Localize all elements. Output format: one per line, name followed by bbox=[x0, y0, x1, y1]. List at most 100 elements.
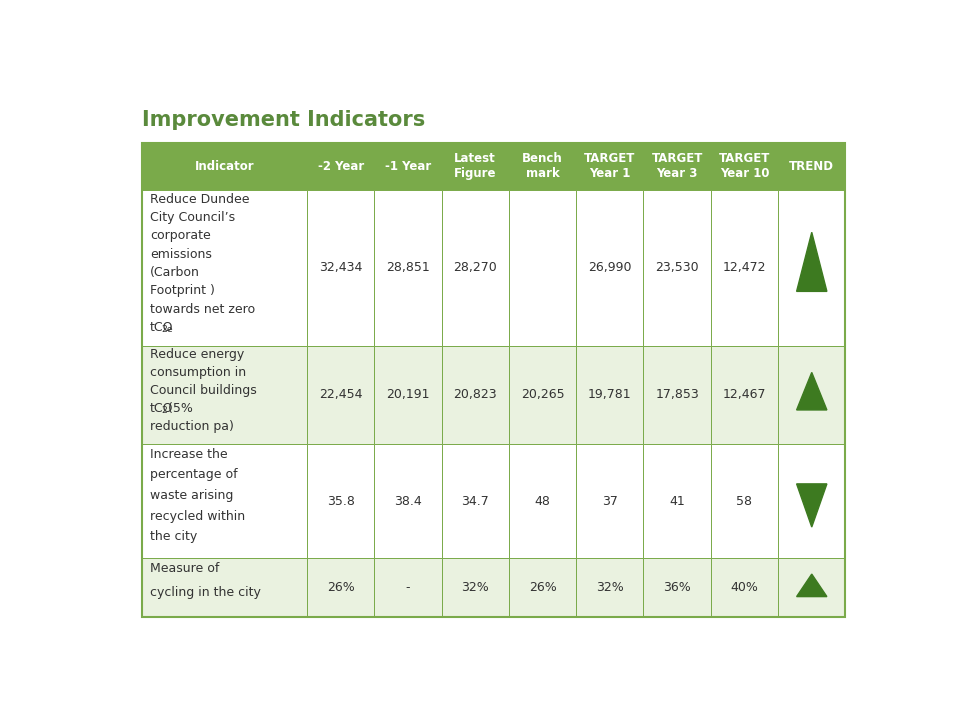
Text: tCO: tCO bbox=[150, 402, 173, 415]
Bar bbox=[576, 444, 643, 558]
Text: 34.7: 34.7 bbox=[462, 495, 489, 508]
Text: 41: 41 bbox=[669, 495, 685, 508]
Bar bbox=[142, 345, 307, 444]
Text: 20,823: 20,823 bbox=[453, 389, 497, 402]
Bar bbox=[307, 558, 374, 617]
Text: Reduce Dundee: Reduce Dundee bbox=[150, 193, 250, 206]
Text: 2: 2 bbox=[161, 407, 167, 415]
Text: 37: 37 bbox=[602, 495, 618, 508]
Bar bbox=[307, 143, 374, 190]
Text: 26%: 26% bbox=[529, 581, 557, 594]
Text: 22,454: 22,454 bbox=[319, 389, 362, 402]
Bar bbox=[576, 143, 643, 190]
Text: 28,270: 28,270 bbox=[453, 261, 497, 274]
Text: corporate: corporate bbox=[150, 229, 210, 242]
Bar bbox=[509, 345, 576, 444]
Bar bbox=[779, 558, 846, 617]
Text: 32%: 32% bbox=[596, 581, 624, 594]
Text: TARGET
Year 10: TARGET Year 10 bbox=[719, 152, 770, 180]
Text: 12,467: 12,467 bbox=[723, 389, 766, 402]
Text: 48: 48 bbox=[535, 495, 550, 508]
Bar bbox=[509, 444, 576, 558]
Text: consumption in: consumption in bbox=[150, 366, 246, 379]
Bar bbox=[576, 190, 643, 345]
Bar bbox=[576, 345, 643, 444]
Text: percentage of: percentage of bbox=[150, 468, 237, 481]
Text: 19,781: 19,781 bbox=[588, 389, 632, 402]
Text: 12,472: 12,472 bbox=[723, 261, 766, 274]
Text: towards net zero: towards net zero bbox=[150, 303, 255, 315]
Bar bbox=[509, 143, 576, 190]
Text: waste arising: waste arising bbox=[150, 489, 233, 502]
Bar bbox=[374, 558, 442, 617]
Text: 38.4: 38.4 bbox=[394, 495, 421, 508]
Bar bbox=[576, 558, 643, 617]
Bar bbox=[710, 143, 779, 190]
Bar bbox=[779, 143, 846, 190]
Bar bbox=[142, 558, 307, 617]
Bar bbox=[442, 345, 509, 444]
Bar bbox=[710, 558, 779, 617]
Text: 32%: 32% bbox=[462, 581, 489, 594]
Text: Council buildings: Council buildings bbox=[150, 384, 256, 397]
Bar bbox=[142, 190, 307, 345]
Text: (Carbon: (Carbon bbox=[150, 266, 200, 279]
Bar bbox=[307, 444, 374, 558]
Text: Reduce energy: Reduce energy bbox=[150, 348, 244, 361]
Polygon shape bbox=[797, 232, 827, 291]
Text: 2e: 2e bbox=[161, 325, 173, 334]
Bar bbox=[710, 345, 779, 444]
Bar bbox=[374, 190, 442, 345]
Text: emissions: emissions bbox=[150, 248, 211, 261]
Text: -1 Year: -1 Year bbox=[385, 160, 431, 173]
Text: Increase the: Increase the bbox=[150, 448, 228, 461]
Bar bbox=[710, 190, 779, 345]
Polygon shape bbox=[797, 484, 827, 527]
Text: recycled within: recycled within bbox=[150, 510, 245, 523]
Text: (5%: (5% bbox=[164, 402, 193, 415]
Text: 23,530: 23,530 bbox=[656, 261, 699, 274]
Bar bbox=[643, 190, 710, 345]
Text: Footprint ): Footprint ) bbox=[150, 284, 215, 297]
Bar bbox=[442, 190, 509, 345]
Bar bbox=[710, 444, 779, 558]
Text: 17,853: 17,853 bbox=[656, 389, 699, 402]
Bar bbox=[509, 558, 576, 617]
Bar bbox=[307, 190, 374, 345]
Text: 32,434: 32,434 bbox=[319, 261, 362, 274]
Bar bbox=[779, 345, 846, 444]
Text: 58: 58 bbox=[736, 495, 753, 508]
Text: the city: the city bbox=[150, 530, 197, 543]
Text: tCO: tCO bbox=[150, 321, 173, 334]
Bar bbox=[442, 444, 509, 558]
Bar bbox=[779, 444, 846, 558]
Text: TREND: TREND bbox=[789, 160, 834, 173]
Text: TARGET
Year 1: TARGET Year 1 bbox=[584, 152, 636, 180]
Bar bbox=[142, 143, 846, 617]
Bar bbox=[374, 345, 442, 444]
Bar bbox=[643, 444, 710, 558]
Text: TARGET
Year 3: TARGET Year 3 bbox=[652, 152, 703, 180]
Text: 40%: 40% bbox=[731, 581, 758, 594]
Text: Measure of: Measure of bbox=[150, 562, 219, 575]
Text: 28,851: 28,851 bbox=[386, 261, 430, 274]
Text: -: - bbox=[406, 581, 410, 594]
Text: 20,191: 20,191 bbox=[386, 389, 430, 402]
Bar bbox=[142, 143, 307, 190]
Polygon shape bbox=[797, 574, 827, 597]
Bar bbox=[442, 143, 509, 190]
Bar bbox=[643, 345, 710, 444]
Bar bbox=[307, 345, 374, 444]
Text: 26,990: 26,990 bbox=[588, 261, 632, 274]
Text: Indicator: Indicator bbox=[195, 160, 254, 173]
Text: cycling in the city: cycling in the city bbox=[150, 586, 260, 599]
Bar bbox=[643, 143, 710, 190]
Text: -2 Year: -2 Year bbox=[318, 160, 364, 173]
Text: 35.8: 35.8 bbox=[326, 495, 354, 508]
Bar bbox=[442, 558, 509, 617]
Text: Improvement Indicators: Improvement Indicators bbox=[142, 110, 425, 130]
Text: Latest
Figure: Latest Figure bbox=[454, 152, 496, 180]
Text: City Council’s: City Council’s bbox=[150, 211, 235, 224]
Text: 20,265: 20,265 bbox=[520, 389, 564, 402]
Bar bbox=[779, 190, 846, 345]
